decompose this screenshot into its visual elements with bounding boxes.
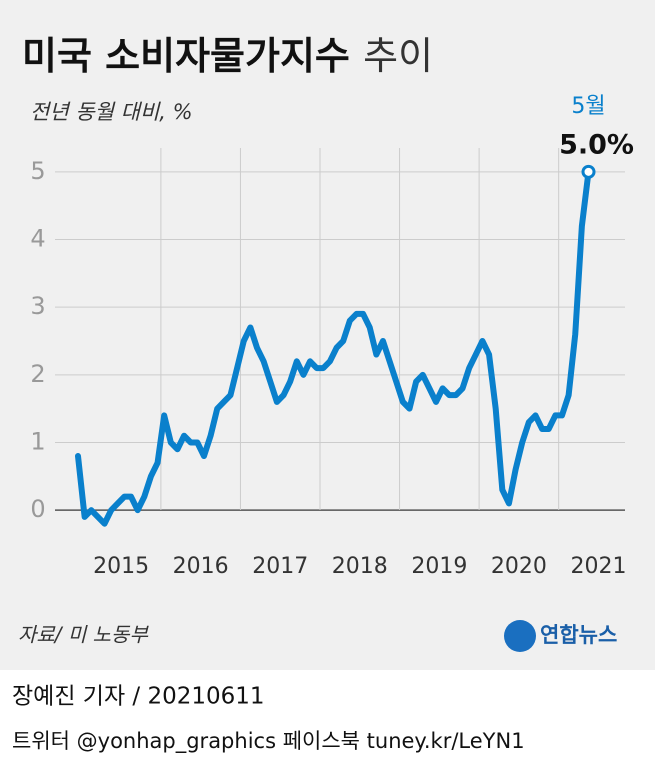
value-label: 5.0% bbox=[559, 129, 634, 160]
data-line bbox=[75, 168, 592, 527]
x-tick-label: 2018 bbox=[332, 554, 388, 579]
y-tick-label: 5 bbox=[30, 157, 45, 185]
x-tick-label: 2021 bbox=[570, 554, 626, 579]
y-tick-label: 0 bbox=[30, 495, 45, 523]
x-tick-label: 2017 bbox=[252, 554, 308, 579]
subtitle: 전년 동월 대비, % bbox=[30, 100, 193, 124]
social: 트위터 @yonhap_graphics 페이스북 tuney.kr/LeYN1 bbox=[12, 729, 525, 754]
y-tick-label: 2 bbox=[30, 360, 45, 388]
y-tick-label: 1 bbox=[30, 428, 45, 456]
chart-title: 미국 소비자물가지수 추이 bbox=[22, 34, 433, 78]
title-main: 미국 소비자물가지수 bbox=[22, 34, 350, 78]
source: 자료/ 미 노동부 bbox=[18, 623, 149, 647]
y-tick-label: 3 bbox=[30, 292, 45, 320]
x-tick-label: 2015 bbox=[93, 554, 149, 579]
chart-background bbox=[0, 0, 655, 670]
logo-icon bbox=[504, 620, 536, 652]
y-tick-label: 4 bbox=[30, 225, 45, 253]
x-tick-label: 2019 bbox=[411, 554, 467, 579]
x-tick-label: 2016 bbox=[173, 554, 229, 579]
title-light: 추이 bbox=[363, 34, 433, 78]
end-point bbox=[581, 164, 596, 179]
byline: 장예진 기자 / 20210611 bbox=[12, 684, 265, 710]
logo: 연합뉴스 bbox=[540, 623, 617, 647]
x-tick-label: 2020 bbox=[491, 554, 547, 579]
point-label: 5월 bbox=[571, 94, 605, 119]
